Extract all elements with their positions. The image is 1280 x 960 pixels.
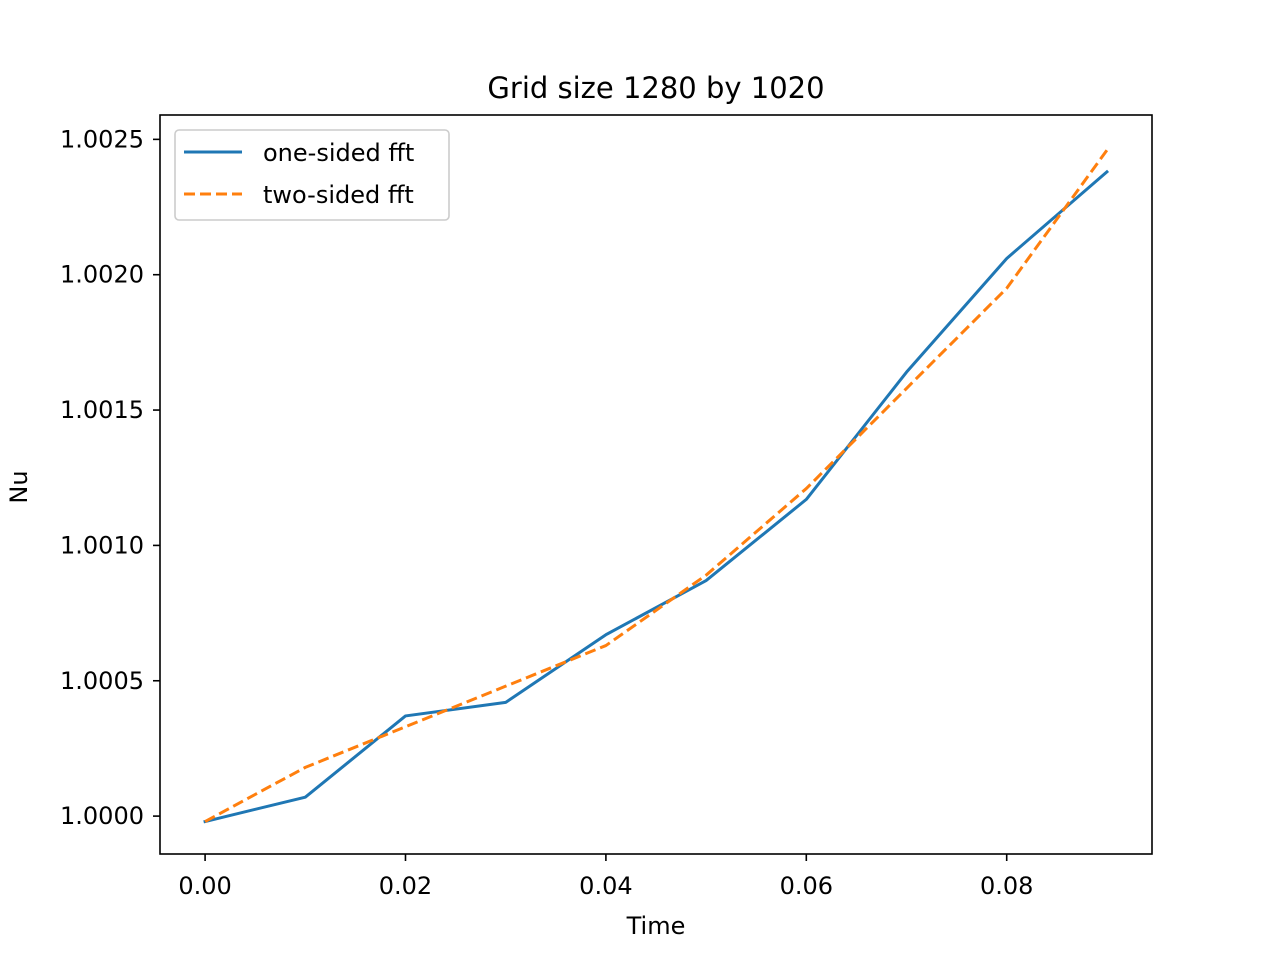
series-line-one-sided-fft — [203, 169, 1110, 824]
legend-label-two-sided-fft: two-sided fft — [263, 181, 414, 209]
x-tick-label: 0.00 — [178, 872, 231, 900]
y-tick-label: 1.0015 — [60, 396, 144, 424]
x-tick-label: 0.08 — [980, 872, 1033, 900]
legend: one-sided fft two-sided fft — [174, 129, 450, 221]
plot-area — [203, 149, 1110, 824]
y-tick-label: 1.0000 — [60, 802, 144, 830]
legend-label-one-sided-fft: one-sided fft — [263, 139, 414, 167]
x-axis-label: Time — [626, 912, 686, 940]
axis-ticks: 0.00 0.02 0.04 0.06 0.08 1.0000 1.0005 1.0010 1.… — [60, 125, 1033, 900]
y-tick-label: 1.0005 — [60, 667, 144, 695]
y-tick-label: 1.0010 — [60, 531, 144, 559]
y-tick-label: 1.0025 — [60, 125, 144, 153]
axes-frame — [159, 114, 1153, 855]
y-tick-label: 1.0020 — [60, 261, 144, 289]
x-tick-label: 0.02 — [379, 872, 432, 900]
y-axis-label: Nu — [5, 470, 33, 503]
chart-title: Grid size 1280 by 1020 — [487, 71, 824, 105]
x-tick-label: 0.06 — [780, 872, 833, 900]
series-line-two-sided-fft — [204, 149, 1109, 823]
x-tick-label: 0.04 — [579, 872, 632, 900]
legend-box — [174, 129, 450, 221]
